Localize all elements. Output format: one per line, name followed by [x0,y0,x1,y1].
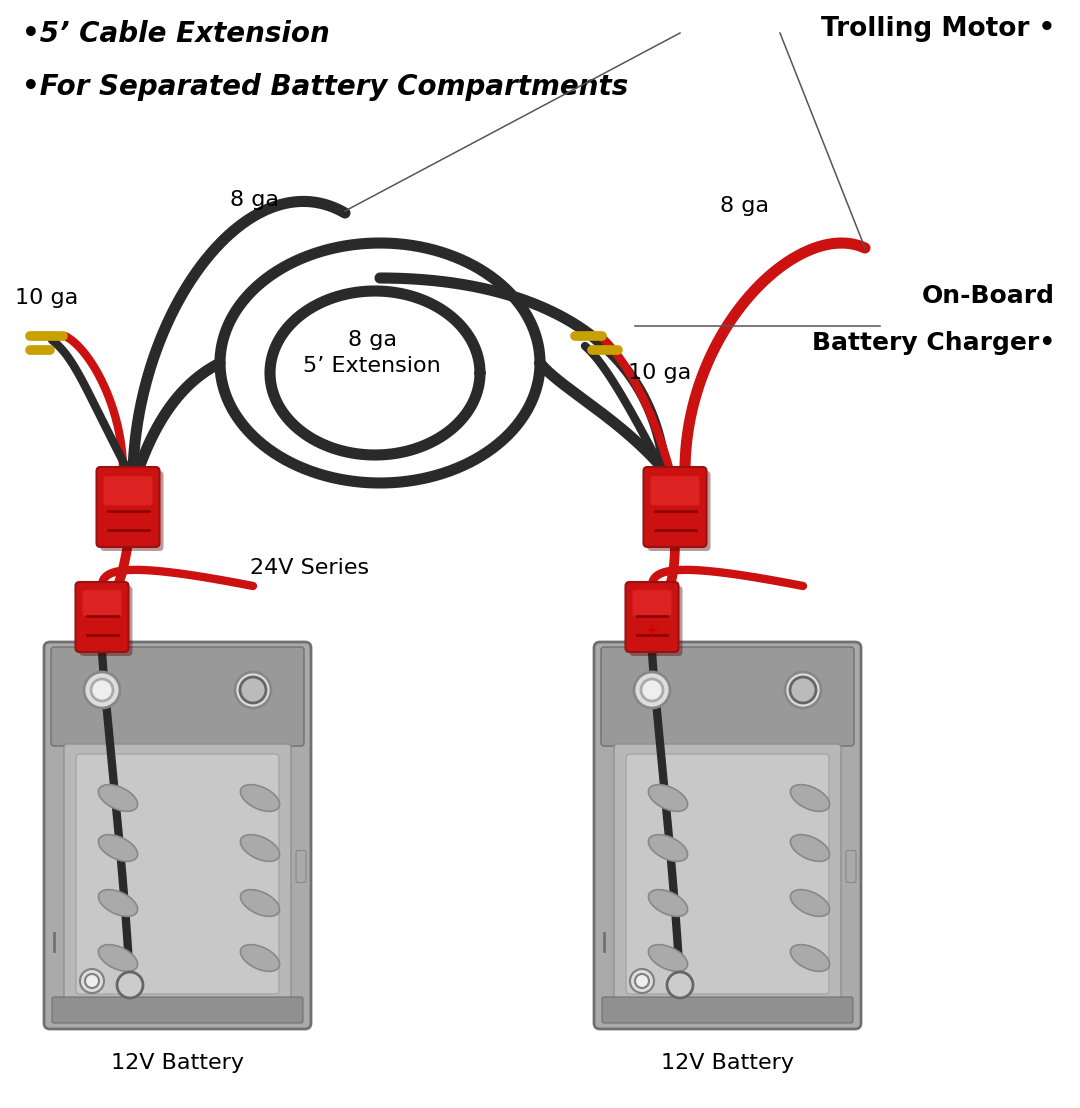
Ellipse shape [98,784,137,811]
FancyBboxPatch shape [630,586,683,656]
FancyBboxPatch shape [626,755,829,994]
FancyBboxPatch shape [594,642,861,1029]
Circle shape [117,972,143,998]
Circle shape [635,974,649,988]
FancyBboxPatch shape [100,471,163,551]
Circle shape [85,974,99,988]
FancyBboxPatch shape [51,647,303,746]
FancyBboxPatch shape [644,466,706,547]
Ellipse shape [648,834,688,861]
Text: On-Board: On-Board [922,284,1055,308]
Circle shape [667,972,693,998]
Text: Battery Charger•: Battery Charger• [812,331,1055,355]
FancyBboxPatch shape [625,582,678,652]
Circle shape [84,671,120,708]
FancyBboxPatch shape [64,743,291,1002]
Circle shape [630,970,654,993]
FancyBboxPatch shape [846,851,856,882]
Circle shape [91,679,113,701]
Text: 12V Battery: 12V Battery [111,1053,244,1073]
Ellipse shape [241,834,280,861]
Ellipse shape [241,890,280,916]
Ellipse shape [791,784,829,811]
Text: Trolling Motor •: Trolling Motor • [821,16,1055,42]
Text: 8 ga: 8 ga [230,189,280,211]
Circle shape [240,677,266,702]
FancyBboxPatch shape [104,476,152,505]
Circle shape [792,679,814,701]
Ellipse shape [648,890,688,916]
FancyBboxPatch shape [650,476,700,505]
Circle shape [242,679,264,701]
Circle shape [634,671,670,708]
Text: 10 ga: 10 ga [627,363,691,383]
Text: •5’ Cable Extension: •5’ Cable Extension [22,20,329,48]
Ellipse shape [98,834,137,861]
Text: 6 ga: 6 ga [150,798,199,818]
FancyBboxPatch shape [80,586,133,656]
Ellipse shape [791,945,829,972]
Circle shape [789,677,816,702]
FancyBboxPatch shape [82,591,122,616]
Circle shape [642,679,663,701]
Text: 10 ga: 10 ga [15,288,78,308]
FancyBboxPatch shape [602,997,853,1023]
Circle shape [235,671,271,708]
Text: 8 ga
5’ Extension: 8 ga 5’ Extension [303,330,441,377]
Circle shape [80,970,104,993]
Text: 8 ga: 8 ga [720,196,769,216]
Text: 12V Battery: 12V Battery [661,1053,794,1073]
Ellipse shape [98,945,137,972]
Ellipse shape [98,890,137,916]
FancyBboxPatch shape [600,647,854,746]
Text: +: + [646,623,659,638]
FancyBboxPatch shape [76,755,279,994]
Ellipse shape [791,890,829,916]
Ellipse shape [648,945,688,972]
Ellipse shape [241,784,280,811]
FancyBboxPatch shape [648,471,711,551]
Ellipse shape [648,784,688,811]
Text: 24V Series: 24V Series [251,558,369,578]
Circle shape [785,671,821,708]
FancyBboxPatch shape [296,851,306,882]
FancyBboxPatch shape [633,591,672,616]
FancyBboxPatch shape [52,997,303,1023]
Ellipse shape [791,834,829,861]
FancyBboxPatch shape [76,582,129,652]
Text: •For Separated Battery Compartments: •For Separated Battery Compartments [22,73,629,101]
Ellipse shape [241,945,280,972]
FancyBboxPatch shape [615,743,841,1002]
FancyBboxPatch shape [96,466,160,547]
FancyBboxPatch shape [44,642,311,1029]
Text: 6 ga: 6 ga [700,798,750,818]
